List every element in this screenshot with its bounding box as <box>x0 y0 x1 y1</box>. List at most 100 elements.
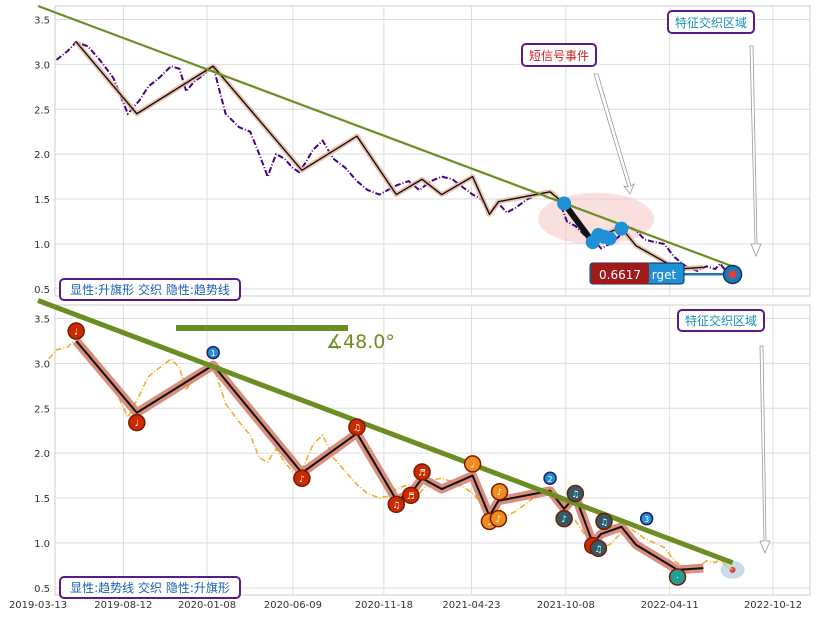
x-tick-label: 2020-11-18 <box>355 600 413 611</box>
top-panel: 0.5 1.0 1.5 2.0 2.5 3.0 3.5 短信号事件 特征交织区域 显性:升旗… <box>34 4 811 301</box>
y-tick-label: 1.5 <box>34 195 50 206</box>
top-final-marker <box>722 264 743 285</box>
trendline <box>37 4 733 268</box>
bottom-feature-zone-callout: 特征交织区域 <box>677 309 771 555</box>
target-value-box <box>591 263 649 284</box>
x-tick-label: 2022-04-11 <box>641 600 699 611</box>
y-tick-label: 0.5 <box>34 584 50 595</box>
y-tick-label: 2.0 <box>34 449 50 460</box>
y-tick-label: 3.0 <box>34 359 50 370</box>
target-word-text: rget <box>652 268 677 282</box>
pivot-markers: ♩♩1♪♫♫♬♬♩♩♪♪2♪♫♩♫♫3· <box>67 322 687 586</box>
top-pattern-box <box>59 278 241 301</box>
pivot-marker-glyph: ♬ <box>407 492 415 502</box>
signal-point <box>557 196 572 211</box>
x-tick-label: 2020-06-09 <box>264 600 322 611</box>
signal-point <box>602 231 617 246</box>
bottom-pattern-callout: 显性:趋势线 交织 隐性:升旗形 <box>59 576 241 599</box>
top-feature-zone-arrow <box>749 45 762 258</box>
angle-annotation: ∡48.0° <box>176 325 395 353</box>
pivot-marker-glyph: ♫ <box>594 545 602 555</box>
bottom-feature-zone-box <box>677 309 765 332</box>
pivot-marker <box>348 418 366 436</box>
angle-label: ∡48.0° <box>326 331 395 353</box>
y-tick-label: 1.5 <box>34 494 50 505</box>
short-signal-arrow <box>593 73 635 195</box>
x-tick-label: 2022-10-12 <box>744 600 802 611</box>
x-tick-label: 2021-10-08 <box>537 600 595 611</box>
top-pattern-text: 显性:升旗形 交织 隐性:趋势线 <box>70 282 230 297</box>
bottom-panel: 0.5 1.0 1.5 2.0 2.5 3.0 3.5 2019-03-13 2019-08-… <box>9 298 811 611</box>
price-line <box>48 337 734 571</box>
final-point-inner <box>728 270 737 279</box>
pivot-marker-glyph: ♩ <box>470 460 474 470</box>
pivot-marker-glyph: ♩ <box>487 518 491 528</box>
pivot-marker <box>387 495 405 514</box>
bottom-pattern-text: 显性:趋势线 交织 隐性:升旗形 <box>70 580 230 595</box>
pivot-marker-glyph: · <box>676 574 679 584</box>
bottom-pattern-box <box>59 576 241 599</box>
y-tick-label: 1.0 <box>34 539 50 550</box>
pivot-marker-glyph: ♪ <box>561 515 567 525</box>
short-signal-callout-box <box>521 43 597 67</box>
short-signal-markers <box>557 196 629 250</box>
pivot-marker <box>293 469 311 488</box>
top-price-series <box>55 40 734 276</box>
target-value-text: 0.6617 <box>599 268 641 282</box>
pivot-marker-glyph: ♪ <box>497 488 503 498</box>
pivot-marker <box>566 484 585 503</box>
pivot-marker <box>128 413 146 432</box>
top-feature-zone-callout: 特征交织区域 <box>667 10 762 258</box>
pivot-marker <box>413 463 431 481</box>
pivot-marker-glyph: ♫ <box>392 501 400 511</box>
pivot-marker <box>463 455 482 473</box>
signal-point <box>614 221 629 236</box>
bottom-trendline <box>37 298 734 566</box>
x-tick-label: 2020-01-08 <box>178 600 236 611</box>
y-tick-label: 1.0 <box>34 240 50 251</box>
top-pattern-callout: 显性:升旗形 交织 隐性:趋势线 <box>59 278 241 301</box>
bottom-feature-zone-arrow <box>759 345 771 555</box>
y-tick-label: 3.5 <box>34 314 50 325</box>
bottom-y-axis: 0.5 1.0 1.5 2.0 2.5 3.0 3.5 <box>34 314 50 594</box>
pivot-marker <box>489 509 508 528</box>
top-trendline <box>37 4 733 268</box>
pivot-marker <box>589 539 608 558</box>
y-tick-label: 0.5 <box>34 285 50 296</box>
pivot-marker-glyph: ♫ <box>353 424 361 434</box>
x-tick-label: 2021-04-23 <box>442 600 500 611</box>
y-tick-label: 2.5 <box>34 105 50 116</box>
pivot-marker-glyph: 2 <box>548 475 553 484</box>
pivot-marker <box>668 568 687 586</box>
pivot-marker-glyph: ♬ <box>418 468 426 478</box>
pivot-marker <box>490 482 509 501</box>
top-y-axis: 0.5 1.0 1.5 2.0 2.5 3.0 3.5 <box>34 15 50 295</box>
y-tick-label: 2.5 <box>34 404 50 415</box>
bottom-price-series <box>48 337 734 571</box>
top-feature-zone-box <box>667 10 755 34</box>
pivot-marker-glyph: ♫ <box>571 490 579 500</box>
x-axis: 2019-03-13 2019-08-12 2020-01-08 2020-06-09… <box>9 600 802 611</box>
pivot-marker <box>555 509 573 528</box>
pivot-marker <box>206 345 220 360</box>
pivot-marker <box>67 322 85 340</box>
pivot-marker-glyph: ♩ <box>74 328 78 338</box>
target-label: rget 0.6617 <box>589 262 685 285</box>
signal-segment <box>561 201 596 244</box>
y-tick-label: 3.5 <box>34 15 50 26</box>
short-signal-callout: 短信号事件 <box>521 43 635 195</box>
pivot-marker <box>543 471 557 486</box>
pivot-marker <box>595 512 613 531</box>
pivot-marker-glyph: 1 <box>211 349 216 358</box>
pivot-marker-glyph: ♪ <box>299 475 305 485</box>
x-tick-label: 2019-03-13 <box>9 600 67 611</box>
pivot-marker <box>402 486 420 505</box>
price-line <box>55 40 734 276</box>
pivot-marker-glyph: ♩ <box>135 419 139 429</box>
trendline <box>37 298 734 566</box>
pivot-marker-glyph: ♫ <box>600 518 608 528</box>
pivot-marker-glyph: ♪ <box>496 515 502 525</box>
pivot-marker <box>639 511 654 526</box>
short-signal-callout-text: 短信号事件 <box>529 49 589 63</box>
